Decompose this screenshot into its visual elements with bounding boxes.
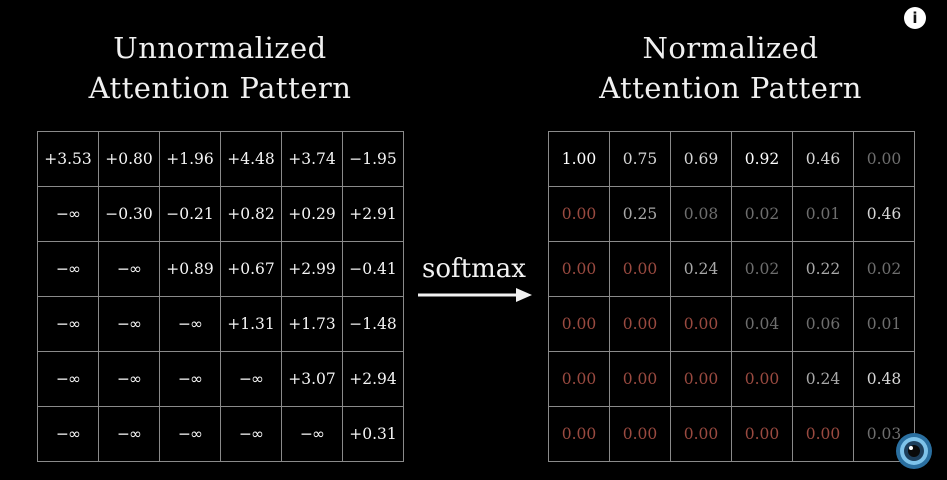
normalized-cell: 0.02 xyxy=(853,241,915,297)
normalized-cell: 0.25 xyxy=(609,186,671,242)
normalized-title-line1: Normalized xyxy=(642,31,819,65)
unnormalized-cell: +0.29 xyxy=(281,186,343,242)
normalized-cell: 0.69 xyxy=(670,131,732,187)
arrow-right-icon xyxy=(418,288,532,302)
unnormalized-cell: +2.91 xyxy=(342,186,404,242)
normalized-title-line2: Attention Pattern xyxy=(599,71,862,105)
unnormalized-cell: −∞ xyxy=(37,351,99,407)
unnormalized-cell: −0.41 xyxy=(342,241,404,297)
normalized-cell: 0.00 xyxy=(670,296,732,352)
normalized-cell: 0.00 xyxy=(548,406,610,462)
normalized-row: 0.00 0.00 0.00 0.00 0.24 0.48 xyxy=(548,351,915,407)
normalized-row: 1.00 0.75 0.69 0.92 0.46 0.00 xyxy=(548,131,915,187)
unnormalized-cell: −1.95 xyxy=(342,131,404,187)
unnormalized-cell: −∞ xyxy=(159,351,221,407)
unnormalized-cell: +4.48 xyxy=(220,131,282,187)
unnormalized-cell: +1.73 xyxy=(281,296,343,352)
unnormalized-row: −∞ −∞ −∞ −∞ −∞ +0.31 xyxy=(37,406,404,462)
normalized-cell: 0.00 xyxy=(792,406,854,462)
unnormalized-cell: −∞ xyxy=(220,406,282,462)
normalized-cell: 0.08 xyxy=(670,186,732,242)
unnormalized-cell: −∞ xyxy=(98,406,160,462)
unnormalized-matrix: +3.53 +0.80 +1.96 +4.48 +3.74 −1.95 −∞ −0.30 −0.… xyxy=(37,131,404,462)
normalized-cell: 0.00 xyxy=(609,241,671,297)
unnormalized-cell: −∞ xyxy=(159,296,221,352)
normalized-row: 0.00 0.00 0.24 0.02 0.22 0.02 xyxy=(548,241,915,297)
unnormalized-cell: −∞ xyxy=(37,296,99,352)
normalized-cell: 0.48 xyxy=(853,351,915,407)
softmax-label: softmax xyxy=(422,254,526,284)
unnormalized-cell: +0.67 xyxy=(220,241,282,297)
normalized-row: 0.00 0.00 0.00 0.00 0.00 0.03 xyxy=(548,406,915,462)
normalized-cell: 0.02 xyxy=(731,186,793,242)
unnormalized-cell: +2.94 xyxy=(342,351,404,407)
normalized-cell: 0.01 xyxy=(853,296,915,352)
unnormalized-cell: +0.31 xyxy=(342,406,404,462)
unnormalized-cell: +3.07 xyxy=(281,351,343,407)
unnormalized-cell: −∞ xyxy=(98,351,160,407)
unnormalized-cell: +0.89 xyxy=(159,241,221,297)
unnormalized-cell: −∞ xyxy=(37,241,99,297)
info-icon[interactable]: i xyxy=(904,7,926,29)
normalized-row: 0.00 0.00 0.00 0.04 0.06 0.01 xyxy=(548,296,915,352)
unnormalized-row: −∞ −∞ +0.89 +0.67 +2.99 −0.41 xyxy=(37,241,404,297)
unnormalized-cell: +3.74 xyxy=(281,131,343,187)
normalized-cell: 0.22 xyxy=(792,241,854,297)
unnormalized-cell: −∞ xyxy=(37,186,99,242)
normalized-cell: 0.00 xyxy=(609,296,671,352)
pi-creature-logo-icon xyxy=(896,433,932,469)
normalized-cell: 0.24 xyxy=(792,351,854,407)
normalized-cell: 0.00 xyxy=(548,186,610,242)
normalized-row: 0.00 0.25 0.08 0.02 0.01 0.46 xyxy=(548,186,915,242)
normalized-cell: 0.02 xyxy=(731,241,793,297)
unnormalized-row: +3.53 +0.80 +1.96 +4.48 +3.74 −1.95 xyxy=(37,131,404,187)
unnormalized-cell: −0.21 xyxy=(159,186,221,242)
normalized-cell: 0.00 xyxy=(731,351,793,407)
normalized-cell: 0.04 xyxy=(731,296,793,352)
unnormalized-cell: −∞ xyxy=(37,406,99,462)
unnormalized-cell: −∞ xyxy=(159,406,221,462)
normalized-cell: 0.00 xyxy=(548,296,610,352)
unnormalized-title: Unnormalized Attention Pattern xyxy=(40,28,400,108)
unnormalized-row: −∞ −0.30 −0.21 +0.82 +0.29 +2.91 xyxy=(37,186,404,242)
unnormalized-cell: −1.48 xyxy=(342,296,404,352)
unnormalized-row: −∞ −∞ −∞ −∞ +3.07 +2.94 xyxy=(37,351,404,407)
normalized-cell: 0.46 xyxy=(853,186,915,242)
normalized-cell: 0.00 xyxy=(609,406,671,462)
normalized-cell: 1.00 xyxy=(548,131,610,187)
normalized-cell: 0.00 xyxy=(548,241,610,297)
unnormalized-cell: +0.82 xyxy=(220,186,282,242)
unnormalized-cell: +1.96 xyxy=(159,131,221,187)
unnormalized-cell: +1.31 xyxy=(220,296,282,352)
normalized-cell: 0.00 xyxy=(731,406,793,462)
unnormalized-title-line2: Attention Pattern xyxy=(88,71,352,105)
unnormalized-cell: −∞ xyxy=(98,296,160,352)
unnormalized-cell: −∞ xyxy=(281,406,343,462)
normalized-cell: 0.00 xyxy=(670,351,732,407)
normalized-cell: 0.00 xyxy=(548,351,610,407)
normalized-cell: 0.24 xyxy=(670,241,732,297)
normalized-cell: 0.00 xyxy=(670,406,732,462)
unnormalized-cell: +2.99 xyxy=(281,241,343,297)
unnormalized-cell: −∞ xyxy=(98,241,160,297)
unnormalized-cell: −0.30 xyxy=(98,186,160,242)
normalized-cell: 0.06 xyxy=(792,296,854,352)
unnormalized-row: −∞ −∞ −∞ +1.31 +1.73 −1.48 xyxy=(37,296,404,352)
normalized-cell: 0.00 xyxy=(609,351,671,407)
unnormalized-cell: +0.80 xyxy=(98,131,160,187)
normalized-title: Normalized Attention Pattern xyxy=(548,28,913,108)
normalized-matrix: 1.00 0.75 0.69 0.92 0.46 0.00 0.00 0.25 0.08 0.02… xyxy=(548,131,915,462)
unnormalized-cell: +3.53 xyxy=(37,131,99,187)
normalized-cell: 0.01 xyxy=(792,186,854,242)
normalized-cell: 0.75 xyxy=(609,131,671,187)
unnormalized-title-line1: Unnormalized xyxy=(113,31,327,65)
normalized-cell: 0.46 xyxy=(792,131,854,187)
normalized-cell: 0.00 xyxy=(853,131,915,187)
unnormalized-cell: −∞ xyxy=(220,351,282,407)
normalized-cell: 0.92 xyxy=(731,131,793,187)
